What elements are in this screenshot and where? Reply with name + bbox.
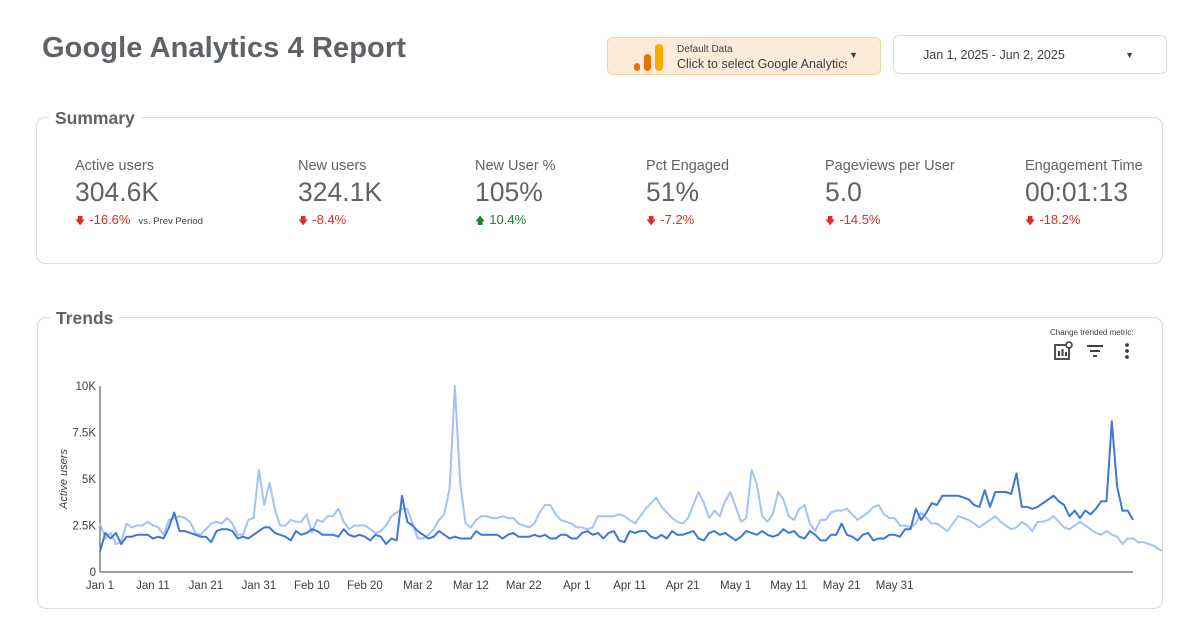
date-range-value: Jan 1, 2025 - Jun 2, 2025 — [923, 48, 1065, 62]
metric-delta: 🡇 -8.4% — [298, 212, 347, 227]
x-tick-label: Apr 1 — [563, 580, 591, 592]
metric-value: 105% — [475, 177, 543, 207]
data-source-selector[interactable]: Default Data Click to select Google Anal… — [607, 37, 881, 75]
metric-label: New users — [298, 158, 367, 174]
y-tick-label: 10K — [76, 381, 97, 393]
chevron-down-icon: ▼ — [1125, 50, 1134, 60]
comparison-label: vs. Prev Period — [138, 216, 203, 227]
x-tick-label: Jan 11 — [136, 580, 170, 592]
x-tick-label: Apr 11 — [613, 580, 646, 592]
arrow-down-icon: 🡇 — [825, 216, 836, 227]
metric-new-user-pct: New User % 105% 🡅 10.4% — [475, 158, 556, 231]
metric-value: 00:01:13 — [1025, 177, 1129, 207]
metric-label: Pageviews per User — [825, 158, 955, 174]
data-source-value: Click to select Google Analytics — [677, 57, 847, 71]
metric-value: 304.6K — [75, 177, 159, 207]
y-tick-label: 0 — [90, 567, 96, 579]
trend-chart: 0 2.5K 5K 7.5K 10K Jan 1 Jan 11 Jan 21 Jan 31 Feb… — [58, 381, 1162, 592]
trend-metric-hint: Change trended metric: — [1050, 328, 1134, 337]
x-tick-label: Jan 21 — [189, 580, 224, 592]
trends-panel: Trends Change trended metric: 0 2.5K 5K 7.5… — [37, 308, 1163, 609]
analytics-bars-icon — [634, 44, 663, 71]
x-tick-label: Apr 21 — [666, 580, 700, 592]
trends-title: Trends — [50, 308, 120, 329]
x-tick-label: Jan 31 — [242, 580, 277, 592]
filter-icon[interactable] — [1085, 341, 1105, 361]
metric-value: 5.0 — [825, 177, 862, 207]
page-title: Google Analytics 4 Report — [42, 32, 406, 64]
series-line-previous — [99, 385, 1162, 552]
metric-label: Pct Engaged — [646, 158, 730, 174]
metric-delta: 🡅 10.4% — [475, 212, 527, 227]
x-tick-label: Jan 1 — [86, 580, 114, 592]
chevron-down-icon: ▼ — [849, 50, 858, 60]
x-tick-label: May 21 — [823, 580, 861, 592]
x-tick-label: Feb 10 — [294, 580, 330, 592]
x-tick-label: Mar 22 — [506, 580, 542, 592]
metric-label: Active users — [75, 158, 154, 174]
x-tick-label: Mar 12 — [453, 580, 489, 592]
arrow-down-icon: 🡇 — [75, 216, 86, 227]
arrow-down-icon: 🡇 — [298, 216, 309, 227]
metric-active-users: Active users 304.6K 🡇 -16.6% vs. Prev Peri… — [75, 158, 203, 231]
x-tick-label: May 11 — [770, 580, 807, 592]
chart-settings-icon[interactable] — [1053, 341, 1073, 361]
metric-pageviews-per-user: Pageviews per User 5.0 🡇 -14.5% — [825, 158, 955, 231]
metric-delta: 🡇 -18.2% — [1025, 212, 1081, 227]
x-tick-label: Feb 20 — [347, 580, 383, 592]
metric-label: Engagement Time — [1025, 158, 1143, 174]
metric-value: 324.1K — [298, 177, 382, 207]
metric-engagement-time: Engagement Time 00:01:13 🡇 -18.2% — [1025, 158, 1143, 231]
series-line-current — [99, 420, 1134, 552]
metric-pct-engaged: Pct Engaged 51% 🡇 -7.2% — [646, 158, 729, 231]
summary-panel: Summary Active users 304.6K 🡇 -16.6% vs. P… — [36, 108, 1163, 264]
more-vert-icon[interactable] — [1117, 341, 1137, 361]
x-tick-label: Mar 2 — [403, 580, 432, 592]
arrow-up-icon: 🡅 — [475, 216, 486, 227]
metric-label: New User % — [475, 158, 556, 174]
data-source-label: Default Data — [677, 44, 733, 55]
summary-title: Summary — [49, 108, 141, 129]
x-tick-label: May 31 — [876, 580, 914, 592]
y-tick-label: 2.5K — [72, 521, 96, 533]
y-axis-title: Active users — [58, 449, 70, 510]
metric-new-users: New users 324.1K 🡇 -8.4% — [298, 158, 382, 231]
arrow-down-icon: 🡇 — [646, 216, 657, 227]
metric-value: 51% — [646, 177, 700, 207]
metric-delta: 🡇 -14.5% — [825, 212, 881, 227]
arrow-down-icon: 🡇 — [1025, 216, 1036, 227]
date-range-selector[interactable]: Jan 1, 2025 - Jun 2, 2025 ▼ — [893, 35, 1167, 74]
y-tick-label: 7.5K — [72, 428, 96, 440]
x-tick-label: May 1 — [720, 580, 751, 592]
metric-delta: 🡇 -16.6% vs. Prev Period — [75, 212, 203, 227]
metric-delta: 🡇 -7.2% — [646, 212, 695, 227]
y-tick-label: 5K — [82, 474, 96, 486]
